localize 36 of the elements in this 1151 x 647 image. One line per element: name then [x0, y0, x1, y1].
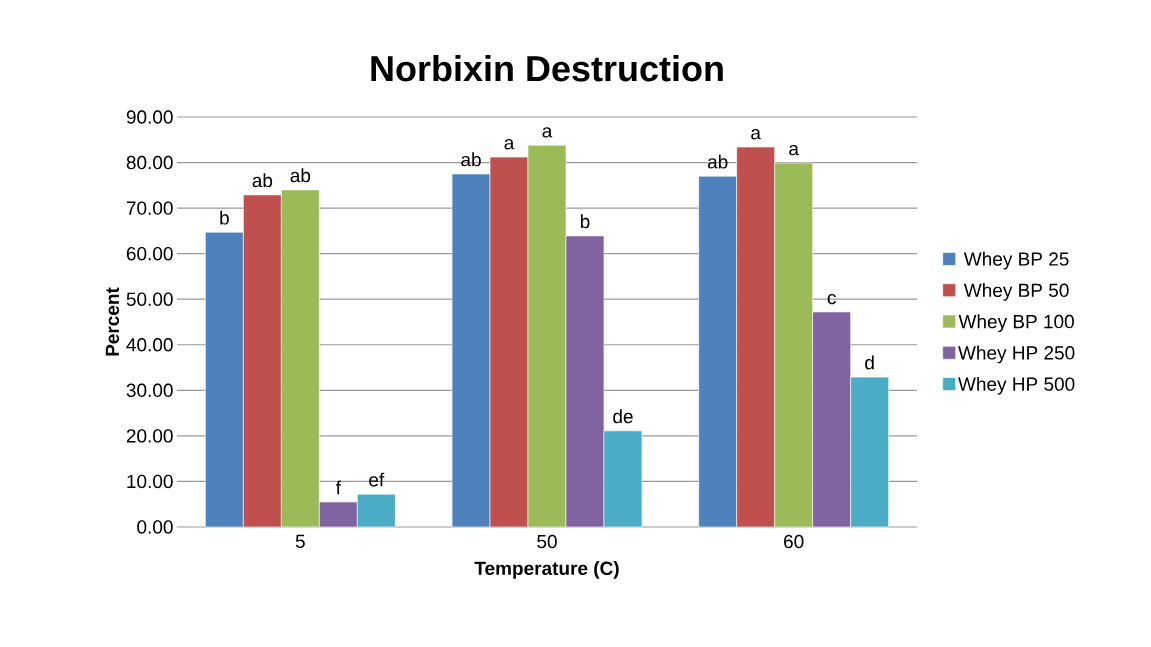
y-tick-label: 0.00 [137, 520, 173, 534]
data-label: b [580, 214, 590, 229]
y-tick-label: 50.00 [126, 292, 173, 306]
data-label: a [542, 127, 553, 138]
x-tick-label: 5 [295, 534, 305, 549]
data-label: de [613, 409, 633, 424]
data-label: c [827, 293, 836, 305]
y-tick-label: 40.00 [126, 338, 173, 352]
y-tick-label: 30.00 [126, 383, 173, 398]
y-tick-label: 60.00 [126, 246, 173, 261]
legend-label: Whey BP 25 [963, 251, 1069, 270]
x-tick-label: 60 [784, 534, 804, 549]
data-label: a [504, 139, 515, 150]
data-label: f [335, 480, 341, 495]
data-label: ef [369, 472, 385, 487]
data-label: d [865, 355, 874, 370]
data-label: ab [252, 173, 273, 188]
y-tick-label: 20.00 [126, 429, 173, 443]
chart-title: Norbixin Destruction [371, 55, 723, 82]
data-label: ab [707, 154, 728, 169]
data-label: ab [290, 168, 311, 183]
y-tick-label: 10.00 [127, 474, 173, 489]
y-tick-label: 80.00 [126, 155, 173, 170]
data-label: a [751, 129, 761, 140]
y-axis-title: Percent [105, 287, 120, 356]
legend-label: Whey HP 250 [958, 345, 1075, 364]
y-tick-label: 70.00 [126, 201, 173, 215]
legend-label: Whey BP 50 [963, 283, 1069, 301]
data-label: a [789, 144, 799, 156]
x-axis-title: Temperature (C) [474, 561, 619, 579]
x-tick-label: 50 [537, 534, 557, 549]
legend-label: Whey BP 100 [958, 314, 1074, 333]
data-label: ab [461, 152, 481, 167]
y-tick-label: 90.00 [126, 110, 173, 124]
legend-label: Whey HP 500 [958, 376, 1075, 395]
data-label: b [220, 210, 229, 225]
